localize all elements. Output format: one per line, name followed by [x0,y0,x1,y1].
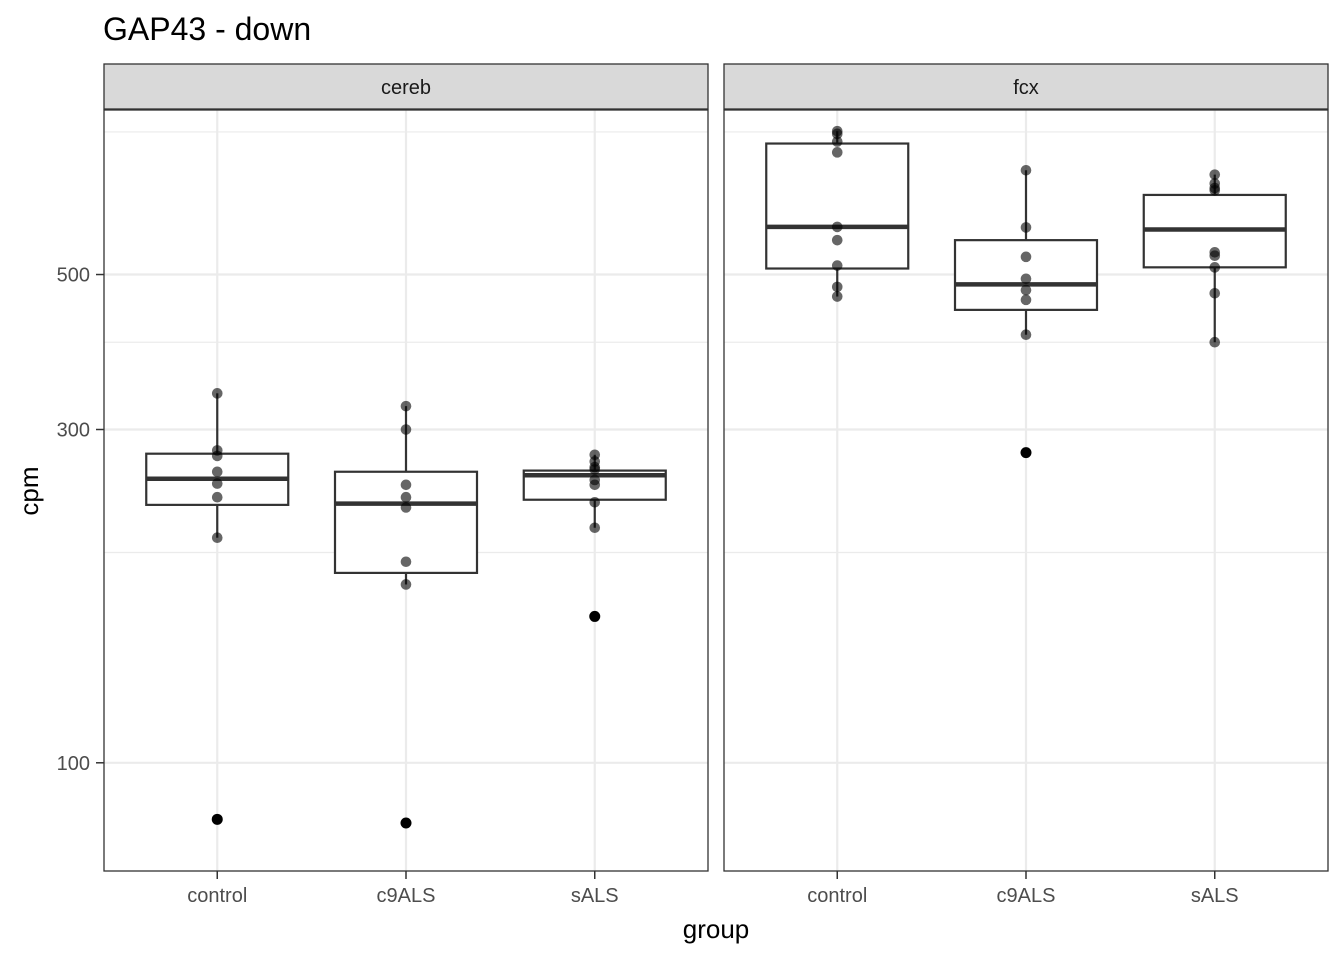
x-tick-label: c9ALS [377,885,436,907]
data-point [831,291,843,302]
box-group-c9ALS [333,400,479,829]
x-tick-label: sALS [571,885,619,907]
data-point [589,522,601,534]
data-point [831,281,843,293]
data-point [1209,262,1221,273]
y-tick-label: 500 [57,265,90,287]
data-point [211,388,223,399]
panel-border [723,109,1329,872]
data-point [1209,169,1221,180]
data-point [211,450,223,462]
data-point [400,491,412,503]
data-point [211,532,223,544]
data-point [831,260,843,271]
outlier-point [211,813,223,825]
x-tick-label: c9ALS [997,885,1056,907]
data-point [1209,185,1221,196]
data-point [211,478,223,489]
x-tick-label: control [187,885,247,907]
x-tick-label: control [807,885,867,907]
data-point [589,464,601,475]
data-point [831,221,843,233]
data-point [831,136,843,147]
data-point [1020,222,1032,233]
x-tick-label: sALS [1191,885,1239,907]
facet-fcx: fcx control c9ALS sALS [723,63,1329,907]
chart-title: GAP43 - down [103,11,311,47]
data-point [400,400,412,412]
data-point [400,556,412,568]
data-point [831,128,843,140]
data-point [1209,287,1221,299]
box [333,470,479,574]
box-group-sALS [522,449,667,622]
outlier-point [589,610,601,622]
data-point [400,479,412,491]
box-group-sALS [1142,169,1287,348]
data-point [211,491,223,503]
box [765,142,910,270]
data-point [1209,336,1221,348]
y-tick-label: 300 [57,420,90,442]
box-group-c9ALS [953,164,1099,459]
facet-strip [103,63,709,110]
facet-strip-label: fcx [1013,77,1039,99]
data-point [1020,329,1032,341]
y-axis-title: cpm [14,466,44,515]
data-point [1209,250,1221,262]
data-point [831,234,843,246]
box-group-control [145,388,290,825]
panel-border [103,109,709,872]
y-tick-label: 100 [57,753,90,775]
data-point [400,502,412,513]
box-group-control [765,125,910,302]
data-point [400,579,412,590]
x-axis-title: group [683,914,750,944]
outlier-point [400,817,412,829]
data-point [589,479,601,491]
outlier-point [1020,447,1032,459]
data-point [831,147,843,158]
data-point [400,424,412,435]
facets-group: 100 300 500 cereb control c9ALS sALS fcx control… [57,63,1329,907]
facet-strip-label: cereb [381,77,431,99]
data-point [1020,294,1032,306]
data-point [1020,284,1032,296]
data-point [1020,273,1032,285]
facet-strip [723,63,1329,110]
data-point [1020,251,1032,263]
facet-cereb: cereb control c9ALS sALS [103,63,709,907]
data-point [1020,164,1032,176]
data-point [589,496,601,508]
data-point [211,466,223,478]
